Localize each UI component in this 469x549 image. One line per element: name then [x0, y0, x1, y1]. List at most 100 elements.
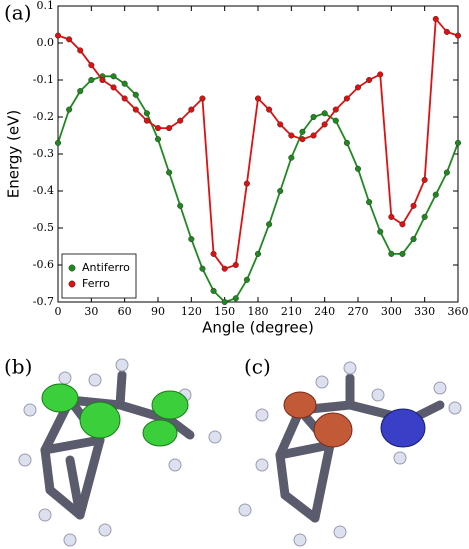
data-point — [177, 202, 184, 209]
data-point — [310, 113, 317, 121]
data-point — [132, 106, 139, 113]
data-point — [54, 32, 62, 39]
data-point — [188, 106, 195, 113]
data-point — [110, 73, 117, 80]
spin-lobes — [283, 391, 426, 448]
data-point — [432, 191, 439, 198]
data-point — [321, 121, 328, 128]
data-point — [88, 62, 95, 69]
data-point — [332, 106, 339, 113]
molecule-c — [238, 361, 462, 547]
data-point — [121, 80, 128, 87]
data-point — [110, 84, 117, 91]
y-axis-label: Energy (eV) — [5, 110, 23, 198]
spin-lobes — [41, 383, 189, 447]
data-point — [132, 91, 139, 98]
data-point — [388, 213, 395, 220]
data-point — [77, 88, 84, 95]
data-point — [310, 132, 317, 139]
x-tick-label: 300 — [381, 305, 402, 318]
data-point — [88, 76, 95, 84]
data-point — [154, 125, 162, 132]
data-point — [366, 199, 373, 206]
data-point — [254, 95, 262, 102]
y-tick-label: -0.5 — [33, 221, 54, 234]
x-tick-label: 0 — [55, 305, 62, 318]
y-tick-label: -0.2 — [33, 110, 54, 123]
legend-label: Antiferro — [82, 261, 130, 274]
data-point — [421, 176, 428, 183]
legend-box — [61, 253, 137, 299]
data-point — [199, 265, 206, 272]
data-point — [410, 236, 417, 243]
data-point — [377, 71, 384, 78]
data-point — [299, 136, 306, 143]
legend-marker — [68, 264, 76, 272]
data-point — [354, 84, 362, 91]
data-point — [221, 265, 228, 272]
data-point — [54, 139, 62, 146]
legend-label: Ferro — [82, 277, 110, 290]
data-point — [266, 106, 273, 113]
x-tick-label: 240 — [314, 305, 335, 318]
data-point — [388, 250, 395, 257]
x-tick-label: 90 — [151, 305, 165, 318]
data-point — [266, 221, 273, 228]
data-point — [366, 76, 373, 84]
data-point — [188, 236, 195, 243]
data-point — [277, 121, 284, 128]
data-point — [243, 276, 250, 283]
data-point — [210, 287, 217, 294]
molecule-b — [18, 358, 222, 547]
data-point — [321, 110, 328, 117]
data-point — [421, 213, 428, 220]
panel-label: (a) — [4, 1, 32, 25]
data-point — [166, 125, 173, 132]
data-point — [399, 250, 406, 257]
y-tick-label: 0.0 — [37, 36, 55, 49]
x-tick-label: 30 — [84, 305, 98, 318]
x-tick-label: 180 — [248, 305, 269, 318]
data-point — [443, 169, 450, 176]
y-tick-label: -0.4 — [33, 184, 54, 197]
x-tick-label: 60 — [118, 305, 132, 318]
data-point — [454, 139, 462, 146]
plot-frame — [57, 5, 459, 303]
x-tick-label: 210 — [281, 305, 302, 318]
series-line — [57, 16, 459, 270]
data-point — [432, 15, 439, 23]
data-point — [177, 117, 184, 124]
x-tick-label: 360 — [448, 305, 469, 318]
data-point — [354, 165, 362, 172]
x-tick-label: 270 — [348, 305, 369, 318]
x-tick-label: 120 — [181, 305, 202, 318]
data-point — [66, 106, 73, 113]
x-tick-label: 330 — [414, 305, 435, 318]
y-tick-label: 0.1 — [37, 0, 55, 12]
data-point — [288, 132, 295, 139]
data-point — [254, 250, 262, 257]
data-point — [166, 169, 173, 176]
x-axis-label: Angle (degree) — [202, 319, 314, 337]
data-point — [199, 95, 206, 102]
panel-label: (c) — [244, 355, 271, 379]
x-tick-label: 150 — [214, 305, 235, 318]
y-tick-label: -0.7 — [33, 295, 54, 308]
data-point — [243, 180, 250, 187]
data-point — [154, 136, 162, 143]
data-point — [399, 221, 406, 228]
data-point — [66, 36, 73, 43]
data-point — [232, 261, 239, 269]
data-point — [99, 76, 106, 84]
y-tick-label: -0.1 — [33, 73, 54, 86]
data-point — [288, 154, 295, 161]
data-point — [121, 95, 128, 102]
data-point — [299, 128, 306, 135]
hydrogens — [238, 361, 462, 547]
data-point — [377, 228, 384, 235]
data-point — [443, 28, 450, 35]
data-point — [454, 32, 462, 39]
data-point — [77, 47, 84, 54]
